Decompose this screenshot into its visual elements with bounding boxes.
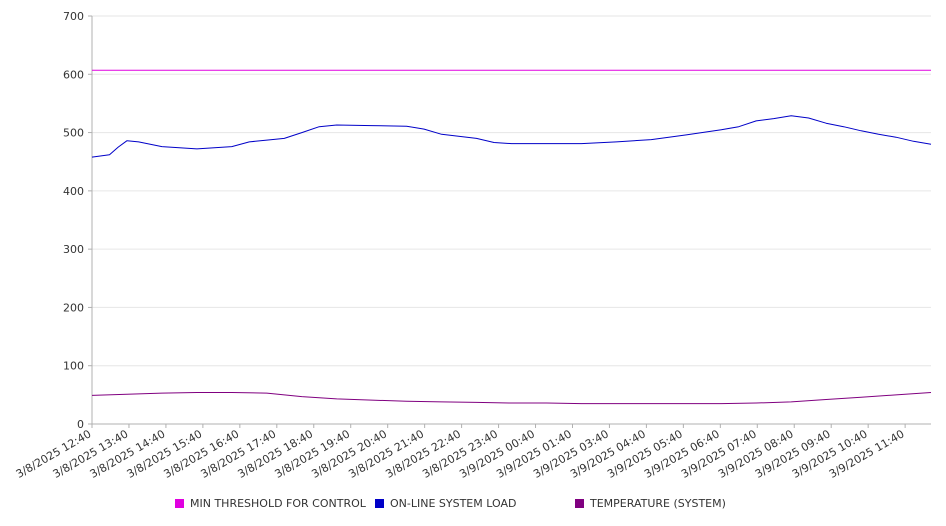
legend-swatch-system-load: [375, 499, 384, 508]
y-axis-ticks: 0 100 200 300 400 500 600 700: [63, 10, 92, 431]
legend-item-min-threshold[interactable]: MIN THRESHOLD FOR CONTROL: [175, 497, 366, 510]
series-line-temperature: [91, 392, 932, 405]
y-tick-label: 200: [63, 301, 84, 314]
legend-label-system-load: ON-LINE SYSTEM LOAD: [390, 497, 517, 510]
x-axis-ticks: 3/8/2025 12:403/8/2025 13:403/8/2025 14:…: [14, 424, 907, 481]
chart-axes: [91, 16, 931, 425]
y-tick-label: 300: [63, 243, 84, 256]
y-tick-label: 700: [63, 10, 84, 23]
series-layer: [91, 69, 932, 405]
y-tick-label: 400: [63, 185, 84, 198]
grid-lines: [92, 15, 931, 367]
legend-label-min-threshold: MIN THRESHOLD FOR CONTROL: [190, 497, 366, 510]
series-line-system-load: [91, 115, 932, 158]
y-tick-label: 100: [63, 360, 84, 373]
y-tick-label: 600: [63, 68, 84, 81]
legend-item-system-load[interactable]: ON-LINE SYSTEM LOAD: [375, 497, 516, 510]
legend-swatch-min-threshold: [175, 499, 184, 508]
legend-swatch-temperature: [575, 499, 584, 508]
legend-item-temperature[interactable]: TEMPERATURE (SYSTEM): [575, 497, 726, 510]
y-tick-label: 0: [77, 418, 84, 431]
legend-label-temperature: TEMPERATURE (SYSTEM): [590, 497, 726, 510]
legend: MIN THRESHOLD FOR CONTROL ON-LINE SYSTEM…: [0, 497, 946, 517]
y-tick-label: 500: [63, 127, 84, 140]
